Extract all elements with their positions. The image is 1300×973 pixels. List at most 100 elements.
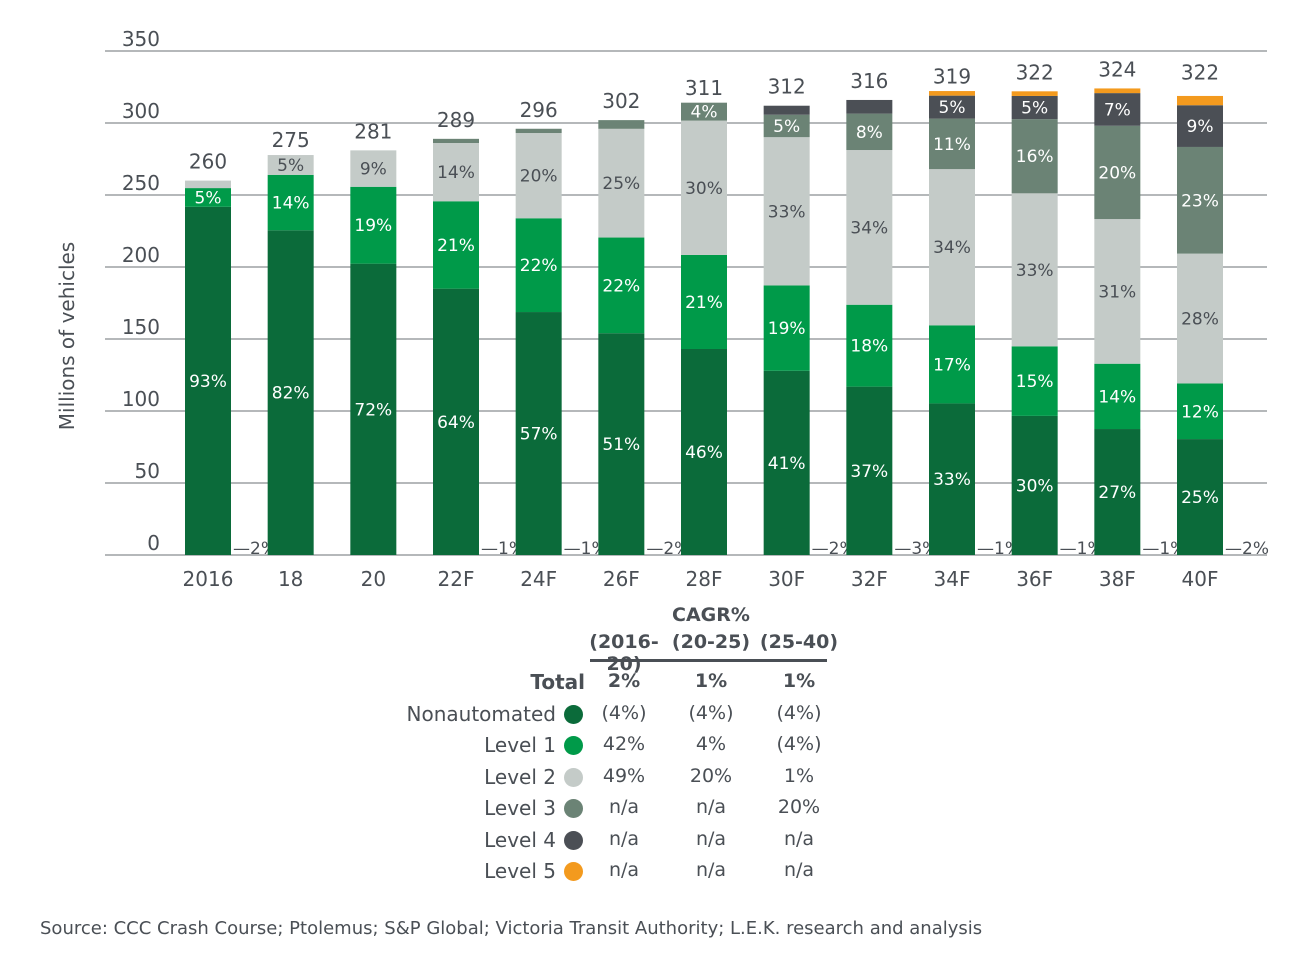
x-tick-label: 18 xyxy=(278,567,303,591)
data-label: 19% xyxy=(354,216,392,236)
data-label: 25% xyxy=(1181,488,1219,508)
bar-segment xyxy=(267,230,314,555)
bar-segment xyxy=(681,348,727,555)
bar-segment xyxy=(1094,429,1141,555)
data-label: 5% xyxy=(1021,99,1048,119)
cagr-value: 20% xyxy=(777,796,821,818)
bar-segment xyxy=(515,133,562,219)
bar-segment xyxy=(433,143,479,202)
bar-segment xyxy=(1011,415,1058,555)
cagr-value: n/a xyxy=(608,827,640,850)
data-label: 14% xyxy=(272,194,310,214)
cagr-col-header: (2016-20) xyxy=(589,631,659,675)
bar-segment xyxy=(515,218,562,313)
data-label: 37% xyxy=(850,462,888,482)
data-label: 19% xyxy=(768,319,806,339)
data-label: 7% xyxy=(1104,100,1131,120)
legend-swatch xyxy=(564,767,583,787)
data-label: 20% xyxy=(520,167,558,187)
bar-segment xyxy=(1011,119,1058,194)
bar-segment xyxy=(433,201,479,289)
x-tick-label: 36F xyxy=(1016,567,1053,591)
y-tick-label: 150 xyxy=(122,315,160,339)
cagr-value: (4%) xyxy=(688,701,734,724)
y-tick-label: 300 xyxy=(122,99,160,123)
bar-segment xyxy=(1094,219,1141,364)
total-label: 289 xyxy=(437,108,475,132)
data-label: 8% xyxy=(856,123,883,143)
total-label: 322 xyxy=(1016,60,1054,84)
bar-segment xyxy=(433,288,479,555)
legend-swatch xyxy=(564,736,583,755)
data-label: 28% xyxy=(1181,310,1219,330)
data-label: 22% xyxy=(520,256,558,276)
x-tick-label: 22F xyxy=(438,567,475,591)
bar-segment xyxy=(1177,146,1223,254)
data-label: —2% xyxy=(233,539,277,559)
header-divider xyxy=(590,659,827,662)
bar-segment xyxy=(763,114,810,138)
data-label: 9% xyxy=(1187,117,1214,137)
data-label: 17% xyxy=(933,355,971,375)
bar-segment xyxy=(929,325,975,404)
total-label: 319 xyxy=(933,65,971,89)
bar-segment xyxy=(929,169,975,326)
bar-segment xyxy=(267,155,314,175)
bar-segment xyxy=(929,95,975,119)
bar-segment xyxy=(185,180,231,189)
bar-segment xyxy=(1094,88,1141,94)
bar-segment xyxy=(1011,91,1058,96)
y-tick-label: 100 xyxy=(122,387,160,411)
x-tick-label: 24F xyxy=(520,567,557,591)
bar-segment xyxy=(846,304,893,387)
cagr-value: 1% xyxy=(694,670,728,692)
bar-segment xyxy=(681,102,727,121)
x-tick-label: 30F xyxy=(768,567,805,591)
data-label: 27% xyxy=(1098,483,1136,503)
bar-segment xyxy=(1177,253,1223,384)
cagr-row-label: Total xyxy=(530,670,585,694)
cagr-title: CAGR% xyxy=(672,604,750,626)
x-tick-label: 26F xyxy=(603,567,640,591)
data-label: 25% xyxy=(602,174,640,194)
total-label: 316 xyxy=(850,69,888,93)
data-label: 9% xyxy=(360,160,387,180)
source-note: Source: CCC Crash Course; Ptolemus; S&P … xyxy=(40,918,983,939)
data-label: 30% xyxy=(1016,476,1054,496)
data-label: 30% xyxy=(685,179,723,199)
cagr-row-label: Level 5 xyxy=(484,859,556,883)
bar-segment xyxy=(1011,95,1058,120)
total-label: 311 xyxy=(685,76,723,100)
bar-segment xyxy=(267,174,314,231)
total-label: 302 xyxy=(602,89,640,113)
x-tick-label: 38F xyxy=(1099,567,1136,591)
x-tick-label: 40F xyxy=(1182,567,1219,591)
data-label: —2% xyxy=(646,539,690,559)
data-label: 57% xyxy=(520,425,558,445)
cagr-value: n/a xyxy=(695,827,727,850)
data-label: 82% xyxy=(272,384,310,404)
bar-segment xyxy=(598,237,645,334)
legend-swatch xyxy=(564,704,583,724)
bar-segment xyxy=(1011,193,1058,347)
data-label: 34% xyxy=(933,238,971,258)
data-label: 16% xyxy=(1016,147,1054,167)
bar-segment xyxy=(1177,105,1223,147)
data-label: —1% xyxy=(1142,539,1186,559)
bar-segment xyxy=(1177,383,1223,440)
bar-segment xyxy=(1094,93,1141,126)
data-label: 18% xyxy=(850,337,888,357)
data-label: —2% xyxy=(1225,539,1269,559)
y-tick-label: 250 xyxy=(122,171,160,195)
data-label: 51% xyxy=(602,435,640,455)
total-label: 260 xyxy=(189,150,227,174)
data-label: 33% xyxy=(1016,261,1054,281)
x-tick-label: 34F xyxy=(934,567,971,591)
cagr-col-header: (20-25) xyxy=(671,631,751,653)
bar-segment xyxy=(846,150,893,305)
bar-segment xyxy=(515,312,562,555)
cagr-value: 2% xyxy=(607,670,641,692)
data-label: 14% xyxy=(1098,387,1136,407)
data-label: 41% xyxy=(768,454,806,474)
bar-segment xyxy=(515,128,562,134)
